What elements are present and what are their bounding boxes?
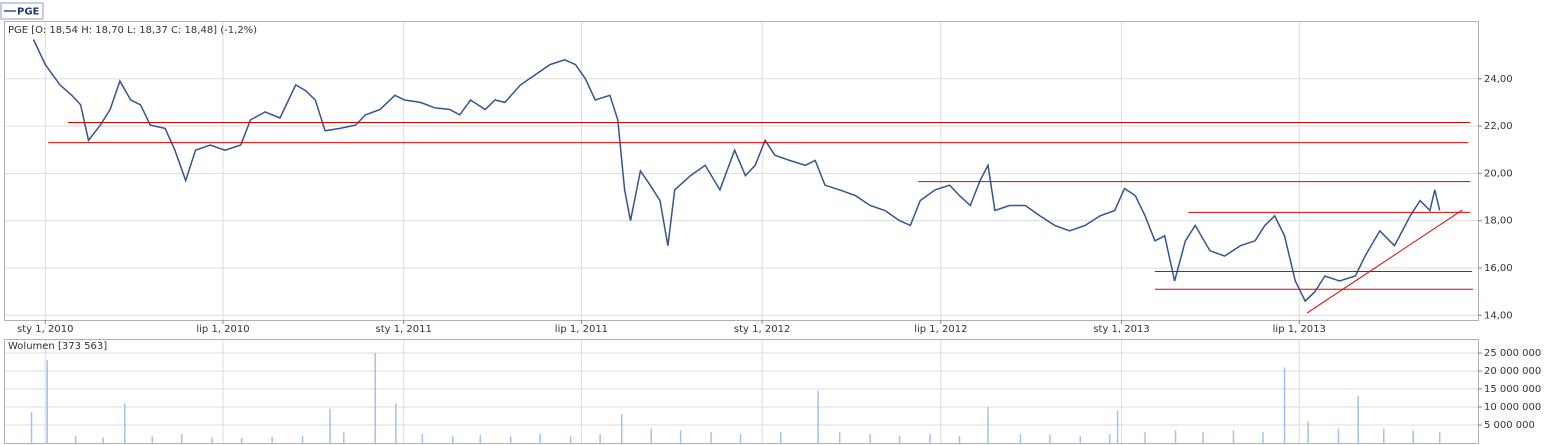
volume-bar [301,435,304,443]
y-tick-label: 5 000 000 [1484,420,1535,431]
volume-bar [710,432,712,443]
volume-bar [211,437,213,443]
volume-bar [817,390,819,443]
volume-bar [1144,432,1146,443]
volume-bar [1079,435,1082,443]
volume-bar [395,403,397,443]
volume-bar [1382,428,1385,443]
volume-bar [1438,432,1441,443]
legend-label: PGE [17,7,40,18]
volume-bar [271,436,273,443]
volume-bar [1116,410,1119,443]
x-tick-label: lip 1, 2011 [555,324,608,335]
volume-bar [1019,433,1022,443]
volume-bar [650,428,652,443]
legend-box[interactable] [0,2,44,20]
x-tick-label: lip 1, 2013 [1273,324,1326,335]
volume-bar [1049,435,1051,443]
y-tick-label: 24,00 [1484,74,1513,85]
volume-bar [421,433,424,443]
volume-panel [4,339,1479,444]
volume-bar [898,435,901,443]
volume-bar [151,436,154,443]
volume-bar [329,408,331,443]
y-tick-label: 10 000 000 [1484,402,1541,413]
volume-bar [343,432,345,443]
volume-bar [599,433,601,443]
volume-bar [509,436,512,443]
x-tick-label: sty 1, 2012 [734,324,790,335]
volume-bar [479,435,482,443]
volume-bar [929,433,931,443]
panel-title: Wolumen [373 563] [8,341,107,352]
volume-bar [569,435,572,443]
volume-bar [1283,367,1286,443]
x-tick-label: lip 1, 2010 [196,324,249,335]
volume-bar [1412,430,1414,443]
y-tick-label: 16,00 [1484,263,1513,274]
volume-bar [1357,396,1359,443]
volume-bar [987,406,989,443]
volume-bar [958,435,961,443]
x-tick-label: lip 1, 2012 [914,324,967,335]
volume-bar [739,433,742,443]
volume-bar [1232,430,1235,443]
volume-bar [1174,430,1177,443]
y-tick-label: 25 000 000 [1484,348,1541,359]
x-tick-label: sty 1, 2013 [1093,324,1149,335]
volume-bar [869,433,871,443]
y-tick-label: 14,00 [1484,310,1513,321]
x-tick-label: sty 1, 2010 [17,324,73,335]
price-panel [4,21,1479,321]
price-line [32,39,1441,303]
volume-bar [240,437,243,443]
y-tick-label: 18,00 [1484,216,1513,227]
volume-bar [1109,433,1111,443]
volume-bar [679,430,682,443]
volume-bar [46,360,48,443]
y-tick-label: 20,00 [1484,168,1513,179]
volume-bar [124,403,126,443]
volume-bar [30,412,33,443]
volume-bar [374,352,376,443]
volume-bar [181,433,183,443]
x-tick-label: sty 1, 2011 [375,324,431,335]
y-tick-label: 20 000 000 [1484,366,1541,377]
volume-bar [1262,432,1264,443]
volume-bar [838,432,841,443]
volume-bar [1337,428,1340,443]
volume-bar [539,433,541,443]
panel-title: PGE [O: 18,54 H: 18,70 L: 18,37 C: 18,48… [8,25,257,36]
y-tick-label: 22,00 [1484,121,1513,132]
volume-bar [102,437,104,443]
y-tick-label: 15 000 000 [1484,384,1541,395]
volume-bar [620,414,623,443]
volume-bar [74,435,77,443]
volume-bar [452,435,454,443]
volume-bar [780,432,782,443]
trend-line [1306,209,1463,314]
volume-bar [1307,421,1309,443]
volume-bar [1202,432,1204,443]
